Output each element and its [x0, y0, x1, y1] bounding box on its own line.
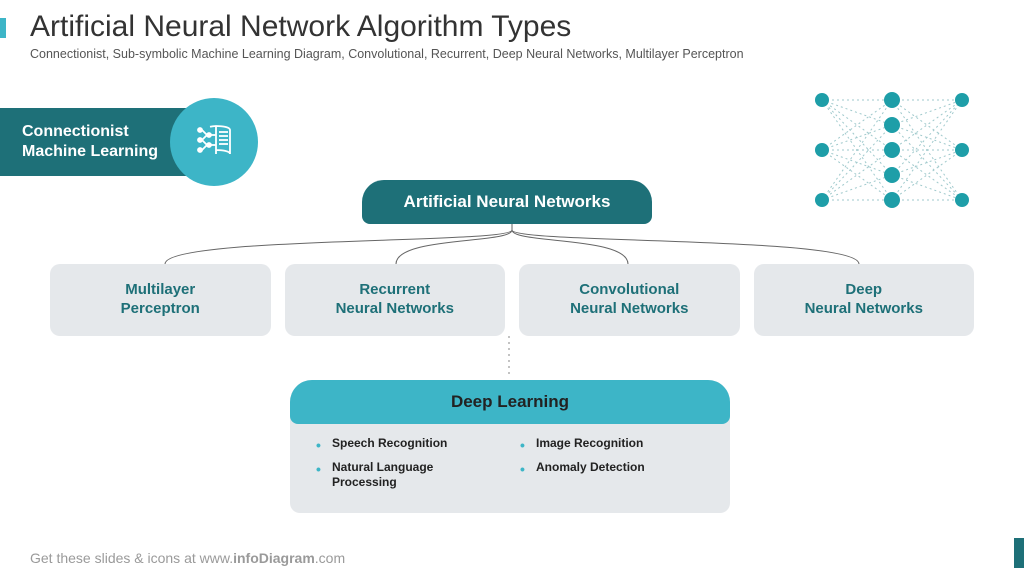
- category-badge: Connectionist Machine Learning: [0, 98, 258, 186]
- child-deep: Deep Neural Networks: [754, 264, 975, 336]
- child-recurrent: Recurrent Neural Networks: [285, 264, 506, 336]
- header: Artificial Neural Network Algorithm Type…: [30, 10, 994, 61]
- child-label-l1: Recurrent: [359, 281, 430, 298]
- badge-line2: Machine Learning: [22, 143, 158, 160]
- deep-connector: [508, 336, 510, 380]
- child-label-l2: Neural Networks: [805, 300, 923, 317]
- child-label-l2: Neural Networks: [336, 300, 454, 317]
- root-label: Artificial Neural Networks: [404, 192, 611, 212]
- page-title: Artificial Neural Network Algorithm Type…: [30, 10, 994, 43]
- neural-book-icon: [192, 118, 236, 167]
- list-item: Image Recognition: [520, 436, 704, 452]
- page-subtitle: Connectionist, Sub-symbolic Machine Lear…: [30, 47, 994, 61]
- child-label-l1: Convolutional: [579, 281, 679, 298]
- child-multilayer-perceptron: Multilayer Perceptron: [50, 264, 271, 336]
- deep-learning-list: Speech Recognition Natural Language Proc…: [290, 424, 730, 499]
- accent-right: [1014, 538, 1024, 568]
- tree-connector: [50, 224, 974, 264]
- accent-left: [0, 18, 6, 38]
- badge-icon-circle: [170, 98, 258, 186]
- child-label-l2: Perceptron: [121, 300, 200, 317]
- list-item: Speech Recognition: [316, 436, 500, 452]
- children-row: Multilayer Perceptron Recurrent Neural N…: [50, 264, 974, 336]
- deep-col-1: Speech Recognition Natural Language Proc…: [316, 436, 500, 499]
- badge-line1: Connectionist: [22, 123, 129, 140]
- list-item: Anomaly Detection: [520, 460, 704, 476]
- list-item: Natural Language Processing: [316, 460, 500, 491]
- footer-attribution: Get these slides & icons at www.infoDiag…: [30, 550, 345, 566]
- root-node: Artificial Neural Networks: [362, 180, 652, 224]
- child-convolutional: Convolutional Neural Networks: [519, 264, 740, 336]
- footer-prefix: Get these slides & icons at www.: [30, 550, 233, 566]
- footer-bold: infoDiagram: [233, 550, 315, 566]
- child-label-l2: Neural Networks: [570, 300, 688, 317]
- deep-learning-panel: Deep Learning Speech Recognition Natural…: [290, 380, 730, 513]
- child-label-l1: Deep: [845, 281, 882, 298]
- deep-learning-title: Deep Learning: [290, 380, 730, 424]
- deep-col-2: Image Recognition Anomaly Detection: [520, 436, 704, 499]
- neural-network-icon: [802, 90, 982, 210]
- footer-suffix: .com: [315, 550, 345, 566]
- child-label-l1: Multilayer: [125, 281, 195, 298]
